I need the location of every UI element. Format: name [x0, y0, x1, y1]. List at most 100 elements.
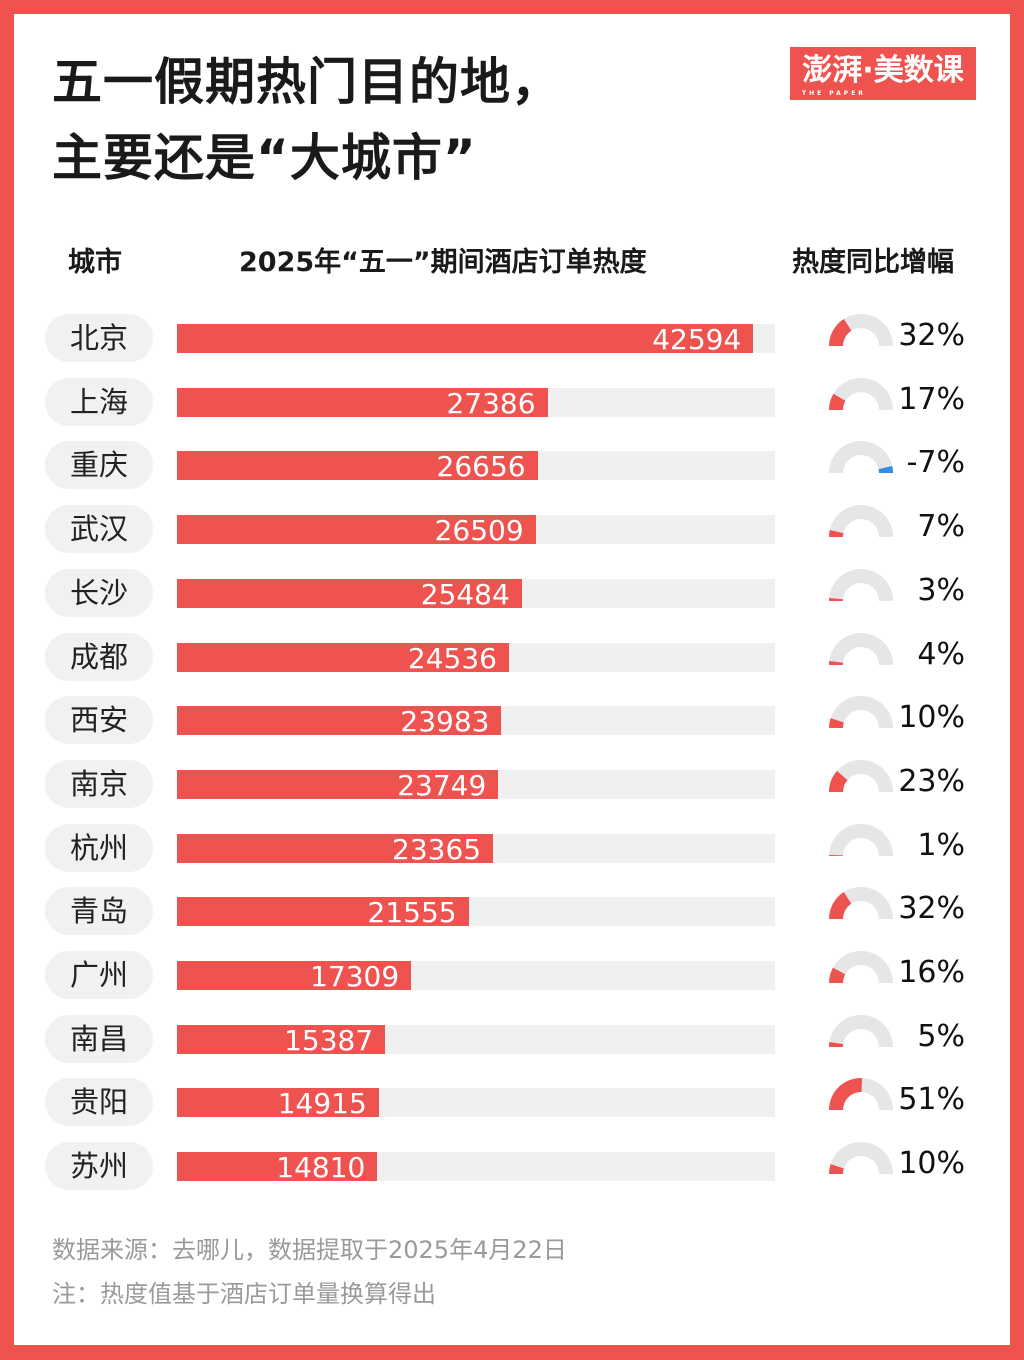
bar: 14810 — [177, 1151, 378, 1185]
footnote: 注：热度值基于酒店订单量换算得出 — [52, 1280, 436, 1308]
gauge-fill — [829, 530, 844, 538]
gauge-track — [829, 505, 893, 538]
growth-gauge — [829, 1014, 893, 1047]
bar-track: 42594 — [177, 323, 775, 356]
growth-value: 4% — [917, 636, 965, 672]
city-label: 重庆 — [45, 441, 153, 490]
title-line1: 五一假期热门目的地， — [52, 53, 562, 111]
bar-track: 27386 — [177, 386, 775, 420]
growth-gauge — [829, 1142, 893, 1175]
table-row: 北京 42594 32% — [0, 314, 1024, 378]
bar-track: 14915 — [177, 1088, 775, 1119]
bar-value: 14810 — [276, 1151, 366, 1185]
bar-value: 27386 — [446, 386, 536, 420]
bar-track: 24536 — [177, 641, 775, 675]
bar-value: 26509 — [434, 514, 524, 548]
growth-gauge — [829, 951, 893, 983]
bar: 23983 — [177, 705, 502, 739]
growth-value: 10% — [898, 700, 965, 736]
bar: 26656 — [177, 450, 538, 484]
bar: 23749 — [177, 768, 499, 802]
bar-value: 23983 — [400, 705, 490, 739]
bar-track: 25484 — [177, 577, 775, 611]
bar-value: 26656 — [436, 450, 526, 484]
growth-gauge — [829, 568, 893, 601]
growth-value: 1% — [917, 827, 965, 863]
bar-value: 42594 — [652, 323, 742, 356]
city-label: 成都 — [45, 632, 153, 681]
gauge-fill — [829, 318, 852, 346]
bar-value: 23749 — [397, 768, 487, 802]
growth-value: 10% — [898, 1146, 965, 1182]
gauge-fill — [829, 967, 846, 983]
bar-track: 15387 — [177, 1024, 775, 1056]
city-label: 苏州 — [45, 1142, 153, 1191]
growth-gauge — [829, 696, 893, 729]
growth-value: 23% — [898, 763, 965, 799]
city-label: 南昌 — [45, 1014, 153, 1063]
city-label: 上海 — [45, 377, 153, 426]
gauge-fill — [829, 770, 848, 792]
bar-track: 26509 — [177, 514, 775, 548]
bar-track: 23749 — [177, 768, 775, 802]
bar-value: 17309 — [310, 960, 400, 993]
gauge-track — [829, 377, 893, 410]
bar-value: 25484 — [420, 577, 510, 611]
gauge-fill — [829, 1041, 844, 1047]
gauge-fill — [878, 466, 893, 474]
growth-gauge — [829, 887, 893, 920]
growth-gauge — [829, 441, 893, 474]
card — [14, 14, 1010, 1345]
table-row: 广州 17309 16% — [0, 951, 1024, 1015]
growth-gauge — [829, 632, 893, 665]
header-growth: 热度同比增幅 — [792, 247, 954, 278]
growth-value: 16% — [898, 955, 965, 990]
bar-track: 26656 — [177, 450, 775, 484]
gauge-fill — [829, 718, 844, 729]
bar: 15387 — [177, 1024, 386, 1056]
table-row: 南京 23749 23% — [0, 759, 1024, 824]
gauge-track — [829, 1014, 893, 1047]
gauge-fill — [829, 854, 844, 856]
city-label: 长沙 — [45, 568, 153, 617]
bar: 17309 — [177, 960, 412, 993]
gauge-fill — [829, 393, 846, 410]
gauge-fill — [829, 892, 852, 920]
bar-value: 23365 — [392, 832, 482, 866]
table-row: 上海 27386 17% — [0, 377, 1024, 442]
growth-gauge — [829, 759, 893, 792]
growth-value: 3% — [917, 572, 965, 608]
table-row: 南昌 15387 5% — [0, 1014, 1024, 1079]
growth-value: 51% — [898, 1082, 965, 1118]
city-label: 北京 — [45, 314, 153, 362]
table-row: 长沙 25484 3% — [0, 568, 1024, 633]
gauge-track — [829, 823, 893, 856]
bar: 26509 — [177, 514, 536, 548]
bar-track: 23365 — [177, 832, 775, 866]
table-row: 贵阳 14915 51% — [0, 1078, 1024, 1142]
bar-value: 24536 — [407, 641, 497, 675]
bar: 21555 — [177, 897, 469, 928]
header-city: 城市 — [68, 247, 122, 278]
header-value: 2025年“五一”期间酒店订单热度 — [239, 247, 647, 278]
gauge-track — [829, 568, 893, 601]
bar-track: 17309 — [177, 960, 775, 993]
gauge-fill — [829, 1164, 844, 1175]
gauge-track — [829, 441, 893, 474]
growth-gauge — [829, 314, 893, 346]
title-line2: 主要还是“大城市” — [52, 129, 477, 187]
table-row: 苏州 14810 10% — [0, 1142, 1024, 1206]
growth-gauge — [829, 377, 893, 410]
gauge-track — [829, 1142, 893, 1175]
table-row: 重庆 26656 -7% — [0, 441, 1024, 505]
bar-track: 23983 — [177, 705, 775, 739]
gauge-track — [829, 696, 893, 729]
city-label: 青岛 — [45, 887, 153, 936]
table-row: 成都 24536 4% — [0, 632, 1024, 697]
bar: 42594 — [177, 323, 754, 356]
city-label: 武汉 — [45, 505, 153, 554]
bar: 27386 — [177, 386, 548, 420]
growth-value: 32% — [898, 891, 965, 927]
city-label: 南京 — [45, 759, 153, 808]
logo-sub: THE PAPER — [802, 90, 866, 97]
